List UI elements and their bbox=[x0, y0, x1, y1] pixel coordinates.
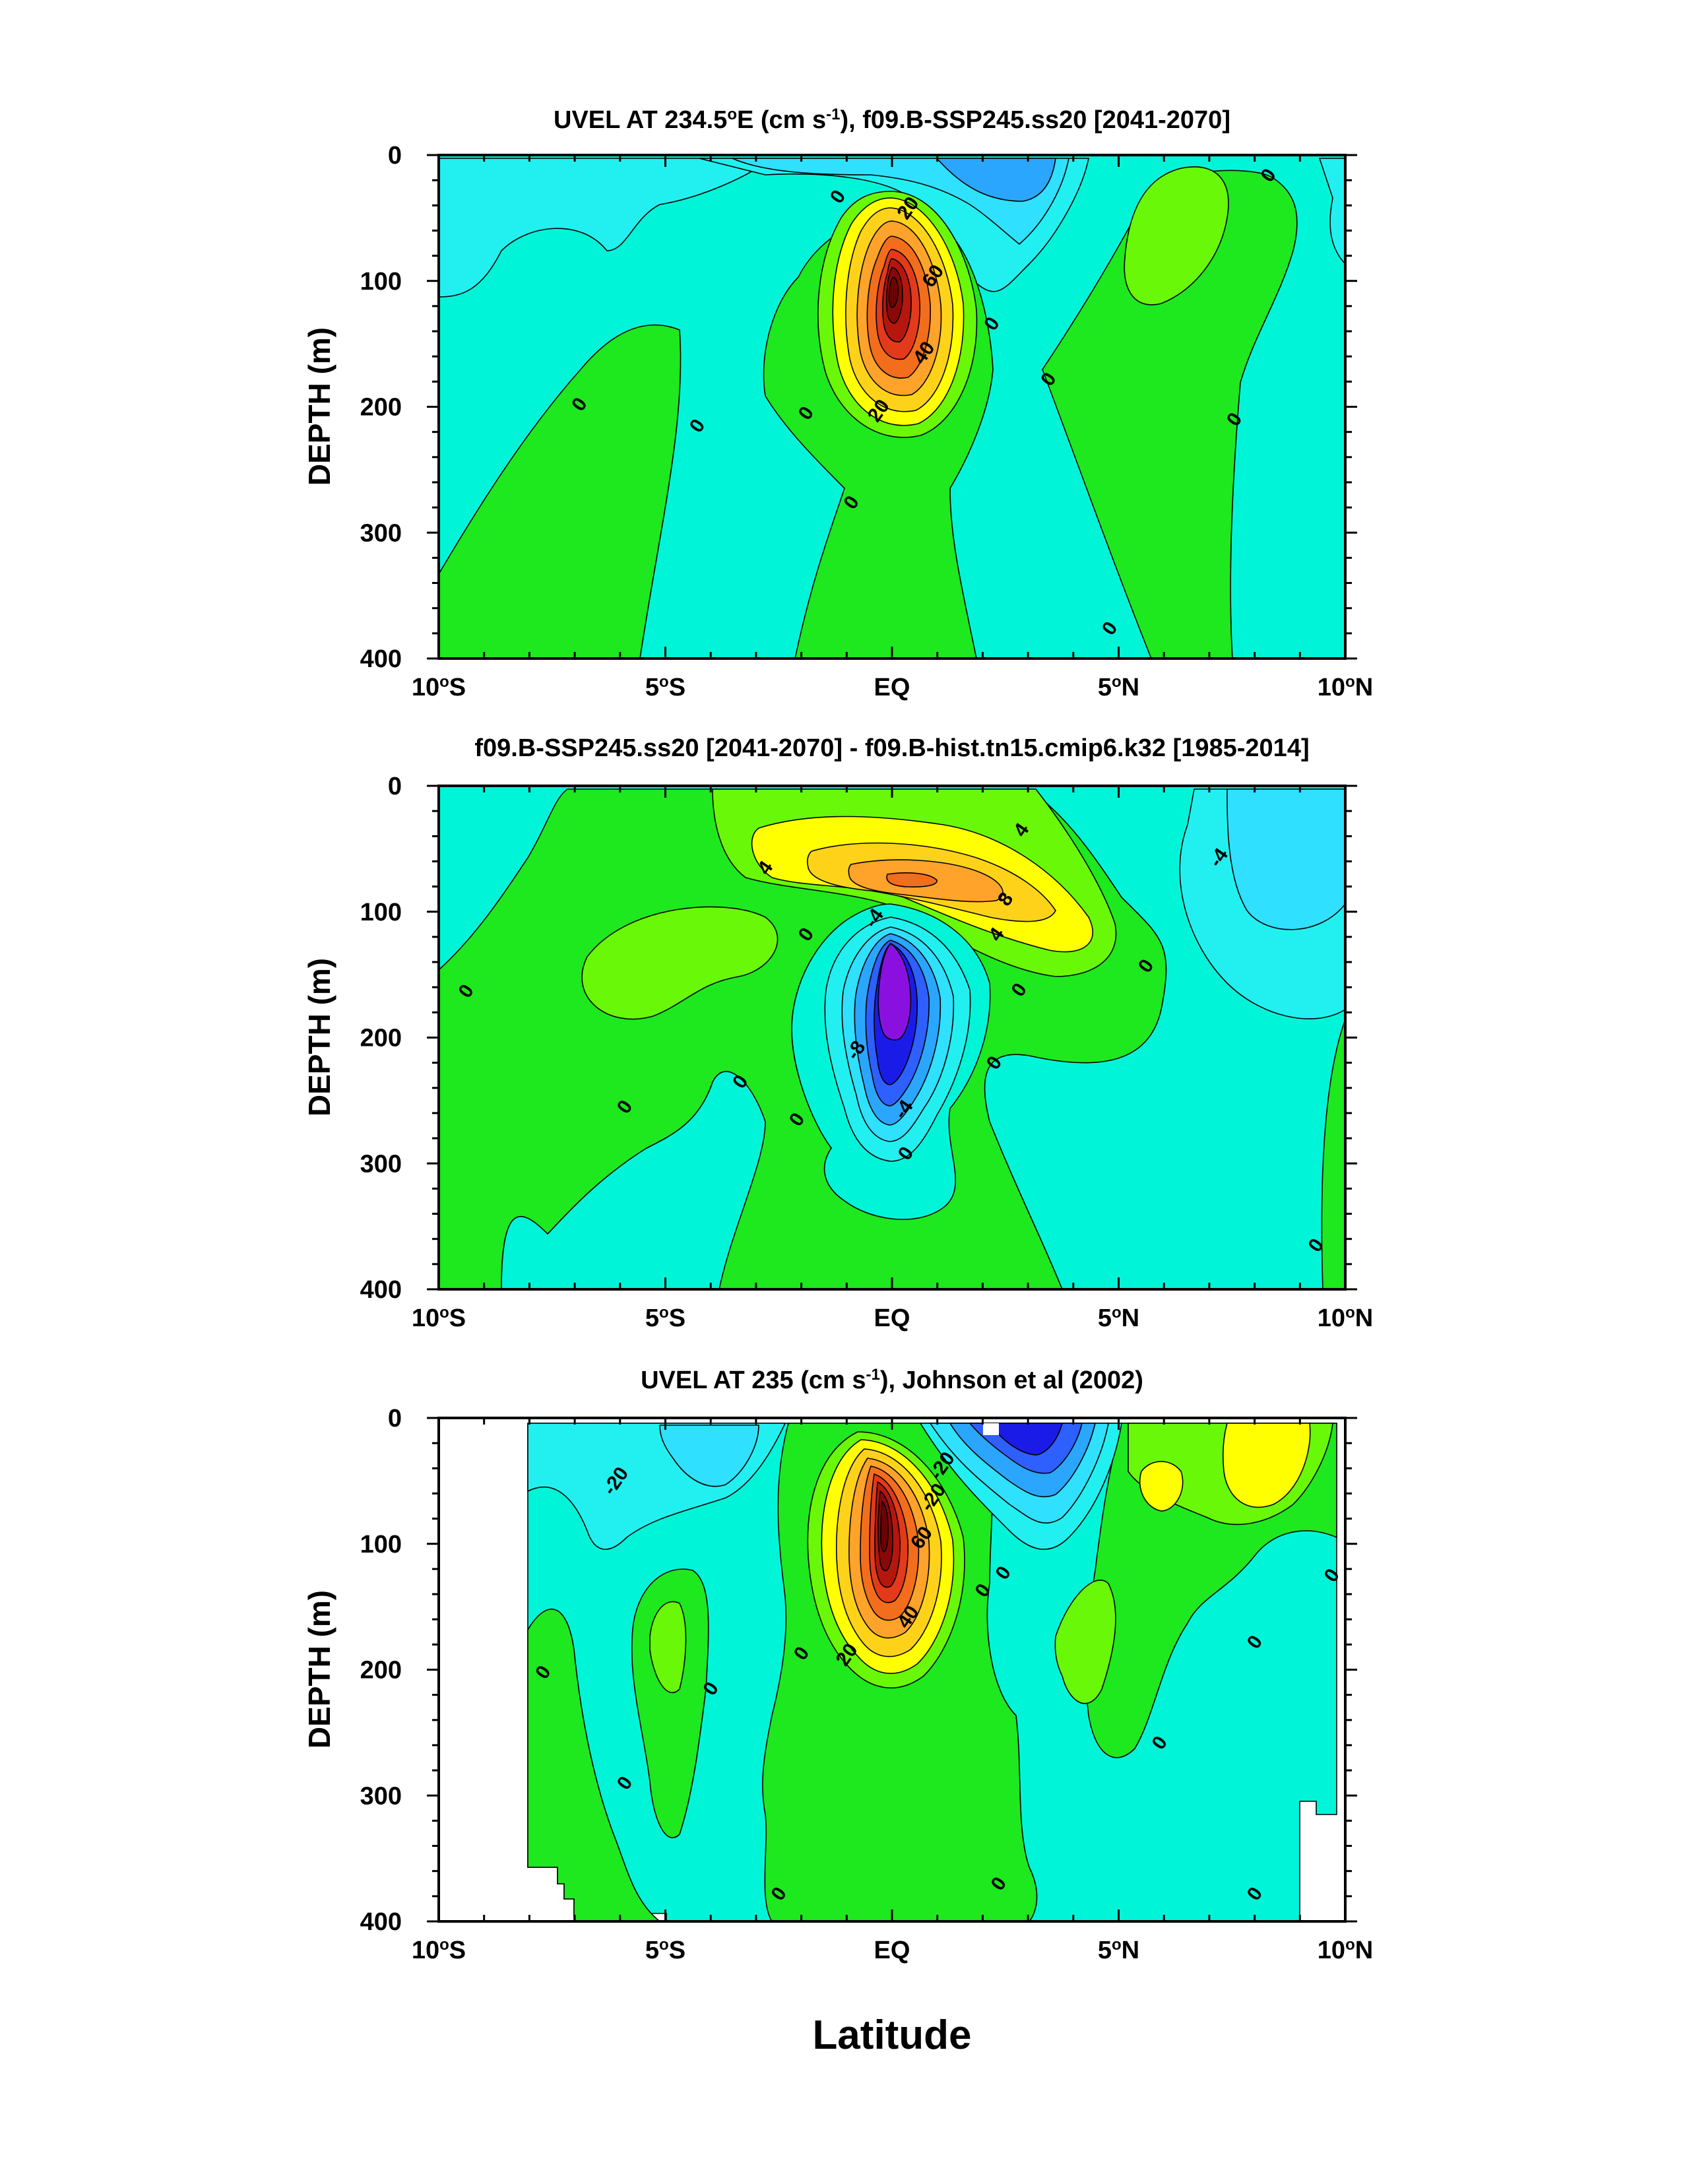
panel-2-ticks: 10oS 5oS EQ 5oN 10oN 0 100 200 300 400 bbox=[360, 773, 1374, 1332]
x-tick-label: EQ bbox=[874, 1304, 910, 1332]
x-tick-label: 10oS bbox=[412, 1304, 466, 1333]
panel-3-band-positive-east-yellow-2 bbox=[1139, 1461, 1184, 1512]
x-tick-label: 5oS bbox=[645, 1304, 685, 1333]
y-tick-label: 100 bbox=[360, 899, 402, 926]
x-tick-label: 5oS bbox=[645, 673, 685, 702]
panel-3-band-positive-east-2 bbox=[1054, 1580, 1116, 1704]
panel-1-ticks: 10oS 5oS EQ 5oN 10oN 0 100 200 300 400 bbox=[360, 142, 1374, 701]
y-tick-label: 300 bbox=[360, 519, 402, 547]
y-tick-label: 300 bbox=[360, 1782, 402, 1810]
panel-3-band-positive-east-yellow-1 bbox=[1223, 1423, 1311, 1508]
panel-3-ticks: 10oS 5oS EQ 5oN 10oN 0 100 200 300 400 bbox=[360, 1405, 1374, 1964]
panel-3-band-negative-west-2 bbox=[659, 1425, 759, 1487]
y-tick-label: 0 bbox=[388, 142, 402, 170]
panel-1-title: UVEL AT 234.5oE (cm s-1), f09.B-SSP245.s… bbox=[554, 106, 1230, 135]
panel-3: UVEL AT 235 (cm s-1), Johnson et al (200… bbox=[302, 1366, 1373, 1965]
x-tick-label: 5oN bbox=[1098, 1304, 1139, 1333]
x-tick-label: 10oN bbox=[1318, 1304, 1373, 1333]
y-tick-label: 0 bbox=[388, 773, 402, 800]
panel-2-band-positive-east bbox=[1321, 1019, 1345, 1289]
y-tick-label: 100 bbox=[360, 1531, 402, 1558]
y-tick-label: 200 bbox=[360, 1025, 402, 1052]
x-tick-label: 5oS bbox=[645, 1936, 685, 1965]
panel-3-no-data-notch bbox=[983, 1423, 999, 1435]
panel-3-euc-band-80 bbox=[880, 1500, 889, 1553]
x-tick-label: 10oN bbox=[1318, 1936, 1373, 1965]
x-tick-label: EQ bbox=[874, 1937, 910, 1964]
panel-3-band-positive-west-inner bbox=[649, 1601, 687, 1694]
panel-2: f09.B-SSP245.ss20 [2041-2070] - f09.B-hi… bbox=[302, 734, 1373, 1332]
x-tick-label: 5oN bbox=[1098, 673, 1139, 702]
y-tick-label: 0 bbox=[388, 1405, 402, 1432]
panel-2-band-minus-east-inner bbox=[1227, 788, 1345, 930]
y-tick-label: 400 bbox=[360, 645, 402, 673]
panel-1-band-positive-east-inner bbox=[1124, 166, 1229, 305]
panel-3-y-axis-label: DEPTH (m) bbox=[302, 1590, 336, 1749]
panel-3-band-negative-east-5 bbox=[988, 1423, 1064, 1456]
panel-2-title: f09.B-SSP245.ss20 [2041-2070] - f09.B-hi… bbox=[474, 734, 1309, 762]
panel-3-band-positive-west bbox=[527, 1609, 661, 1921]
x-axis-label: Latitude bbox=[812, 2012, 971, 2058]
y-tick-label: 200 bbox=[360, 394, 402, 422]
panel-1-band-positive-sw bbox=[439, 324, 682, 658]
panel-1-euc-band-80 bbox=[888, 276, 899, 308]
panel-1-band-negative-west bbox=[439, 158, 774, 298]
x-tick-label: 10oS bbox=[412, 1936, 466, 1965]
x-tick-label: 10oN bbox=[1318, 673, 1373, 702]
x-tick-label: 10oS bbox=[412, 673, 466, 702]
panel-1: UVEL AT 234.5oE (cm s-1), f09.B-SSP245.s… bbox=[302, 106, 1373, 702]
panel-3-title: UVEL AT 235 (cm s-1), Johnson et al (200… bbox=[641, 1366, 1143, 1395]
panel-1-y-axis-label: DEPTH (m) bbox=[302, 327, 336, 486]
panel-2-y-axis-label: DEPTH (m) bbox=[302, 958, 336, 1116]
panel-2-band-plus-10 bbox=[886, 872, 938, 887]
y-tick-label: 400 bbox=[360, 1908, 402, 1936]
x-tick-label: EQ bbox=[874, 674, 910, 701]
panel-2-band-minus-14 bbox=[877, 942, 912, 1041]
panel-2-band-positive-west-inner bbox=[581, 906, 779, 1020]
x-tick-label: 5oN bbox=[1098, 1936, 1139, 1965]
y-tick-label: 100 bbox=[360, 268, 402, 296]
y-tick-label: 400 bbox=[360, 1276, 402, 1304]
panel-1-band-negative-core bbox=[936, 158, 1056, 202]
y-tick-label: 200 bbox=[360, 1657, 402, 1685]
y-tick-label: 300 bbox=[360, 1150, 402, 1178]
